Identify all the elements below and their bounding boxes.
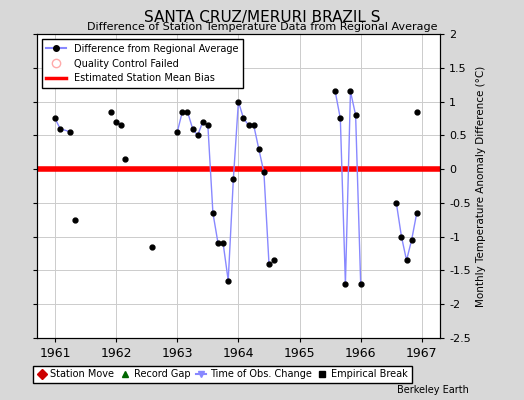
Text: SANTA CRUZ/MERURI BRAZIL S: SANTA CRUZ/MERURI BRAZIL S xyxy=(144,10,380,25)
Legend: Station Move, Record Gap, Time of Obs. Change, Empirical Break: Station Move, Record Gap, Time of Obs. C… xyxy=(33,366,412,383)
Text: Difference of Station Temperature Data from Regional Average: Difference of Station Temperature Data f… xyxy=(87,22,437,32)
Y-axis label: Monthly Temperature Anomaly Difference (°C): Monthly Temperature Anomaly Difference (… xyxy=(476,65,486,307)
Text: Berkeley Earth: Berkeley Earth xyxy=(397,385,469,395)
